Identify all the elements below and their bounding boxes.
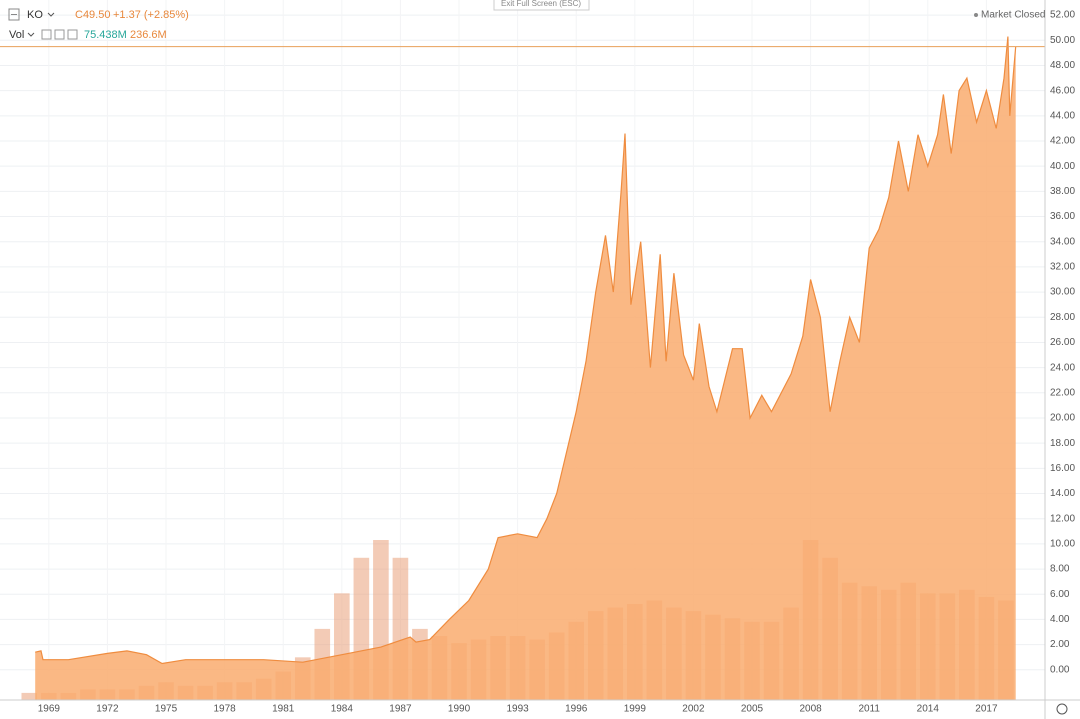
- y-tick-label: 34.00: [1050, 236, 1075, 247]
- y-tick-label: 46.00: [1050, 85, 1075, 96]
- y-tick-label: 32.00: [1050, 262, 1075, 273]
- y-tick-label: 44.00: [1050, 110, 1075, 121]
- volume-dropdown[interactable]: [27, 32, 35, 37]
- x-tick-label: 1993: [506, 704, 529, 715]
- price-change: +1.37 (+2.85%): [113, 9, 189, 21]
- y-tick-label: 4.00: [1050, 614, 1070, 625]
- settings-button[interactable]: [54, 29, 65, 40]
- x-tick-label: 2014: [917, 704, 940, 715]
- visibility-button[interactable]: [41, 29, 52, 40]
- volume-bar: [21, 692, 38, 700]
- market-status: Market Closed: [981, 10, 1045, 21]
- x-tick-label: 2011: [858, 704, 880, 715]
- x-tick-label: 1981: [272, 704, 295, 715]
- y-tick-label: 0.00: [1050, 664, 1070, 675]
- y-tick-label: 20.00: [1050, 413, 1075, 424]
- y-tick-label: 28.00: [1050, 312, 1075, 323]
- exit-fullscreen-button[interactable]: [493, 0, 590, 11]
- x-tick-label: 2002: [682, 704, 705, 715]
- x-tick-label: 1972: [96, 704, 119, 715]
- y-tick-label: 12.00: [1050, 513, 1075, 524]
- y-tick-label: 42.00: [1050, 136, 1075, 147]
- y-tick-label: 38.00: [1050, 186, 1075, 197]
- y-tick-label: 16.00: [1050, 463, 1075, 474]
- symbol[interactable]: KO: [27, 9, 43, 21]
- y-tick-label: 50.00: [1050, 35, 1075, 46]
- symbol-dropdown[interactable]: [47, 12, 55, 17]
- x-tick-label: 1969: [38, 704, 61, 715]
- x-tick-label: 1975: [155, 704, 178, 715]
- x-tick-label: 1978: [214, 704, 237, 715]
- y-tick-label: 14.00: [1050, 488, 1075, 499]
- plot-area: [0, 0, 1045, 700]
- y-tick-label: 30.00: [1050, 287, 1075, 298]
- y-tick-label: 22.00: [1050, 387, 1075, 398]
- x-tick-label: 2005: [741, 704, 764, 715]
- volume-value: 75.438M: [84, 29, 127, 41]
- symbol-icon[interactable]: [8, 8, 20, 21]
- status-dot: [974, 13, 978, 17]
- y-tick-label: 10.00: [1050, 539, 1075, 550]
- price-line: [35, 36, 1017, 665]
- close-price: C49.50: [75, 9, 110, 21]
- y-tick-label: 36.00: [1050, 211, 1075, 222]
- x-tick-label: 1996: [565, 704, 588, 715]
- y-tick-label: 6.00: [1050, 589, 1070, 600]
- price-area: [35, 36, 1016, 700]
- x-tick-label: 1984: [331, 704, 354, 715]
- remove-button[interactable]: [67, 29, 78, 40]
- y-tick-label: 18.00: [1050, 438, 1075, 449]
- volume-label[interactable]: Vol: [9, 29, 24, 41]
- y-tick-label: 40.00: [1050, 161, 1075, 172]
- exit-fullscreen-label[interactable]: Exit Full Screen (ESC): [501, 0, 581, 8]
- volume-average: 236.6M: [130, 29, 167, 41]
- x-tick-label: 2008: [799, 704, 822, 715]
- x-tick-label: 1999: [624, 704, 647, 715]
- x-tick-label: 1990: [448, 704, 471, 715]
- y-tick-label: 8.00: [1050, 564, 1070, 575]
- y-tick-label: 2.00: [1050, 639, 1070, 650]
- x-tick-label: 1987: [389, 704, 412, 715]
- y-tick-label: 48.00: [1050, 60, 1075, 71]
- y-tick-label: 24.00: [1050, 362, 1075, 373]
- y-tick-label: 52.00: [1050, 10, 1075, 21]
- settings-gear[interactable]: [1056, 703, 1068, 715]
- x-tick-label: 2017: [975, 704, 998, 715]
- y-tick-label: 26.00: [1050, 337, 1075, 348]
